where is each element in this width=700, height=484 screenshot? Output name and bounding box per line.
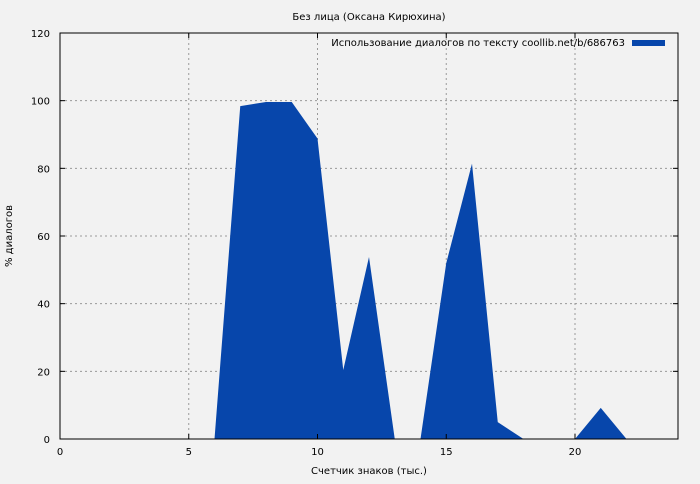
y-tick-label: 0 <box>44 435 50 446</box>
y-tick-label: 60 <box>37 232 50 243</box>
legend-label: Использование диалогов по тексту coollib… <box>331 38 625 49</box>
x-tick-label: 10 <box>311 447 324 458</box>
ticks: 0 5 10 15 20 0 20 40 60 80 100 120 <box>31 29 678 458</box>
x-tick-label: 20 <box>569 447 582 458</box>
series-area <box>60 102 653 440</box>
x-tick-label: 15 <box>440 447 453 458</box>
y-tick-label: 20 <box>37 367 50 378</box>
chart-title: Без лица (Оксана Кирюхина) <box>292 12 445 23</box>
y-tick-label: 80 <box>37 164 50 175</box>
x-tick-label: 0 <box>57 447 63 458</box>
x-tick-label: 5 <box>186 447 192 458</box>
y-tick-label: 40 <box>37 300 50 311</box>
grid <box>60 33 678 439</box>
y-tick-label: 100 <box>31 97 50 108</box>
y-axis-label: % диалогов <box>4 205 15 267</box>
y-tick-label: 120 <box>31 29 50 40</box>
x-axis-label: Счетчик знаков (тыс.) <box>311 466 427 477</box>
legend-swatch <box>632 40 665 46</box>
